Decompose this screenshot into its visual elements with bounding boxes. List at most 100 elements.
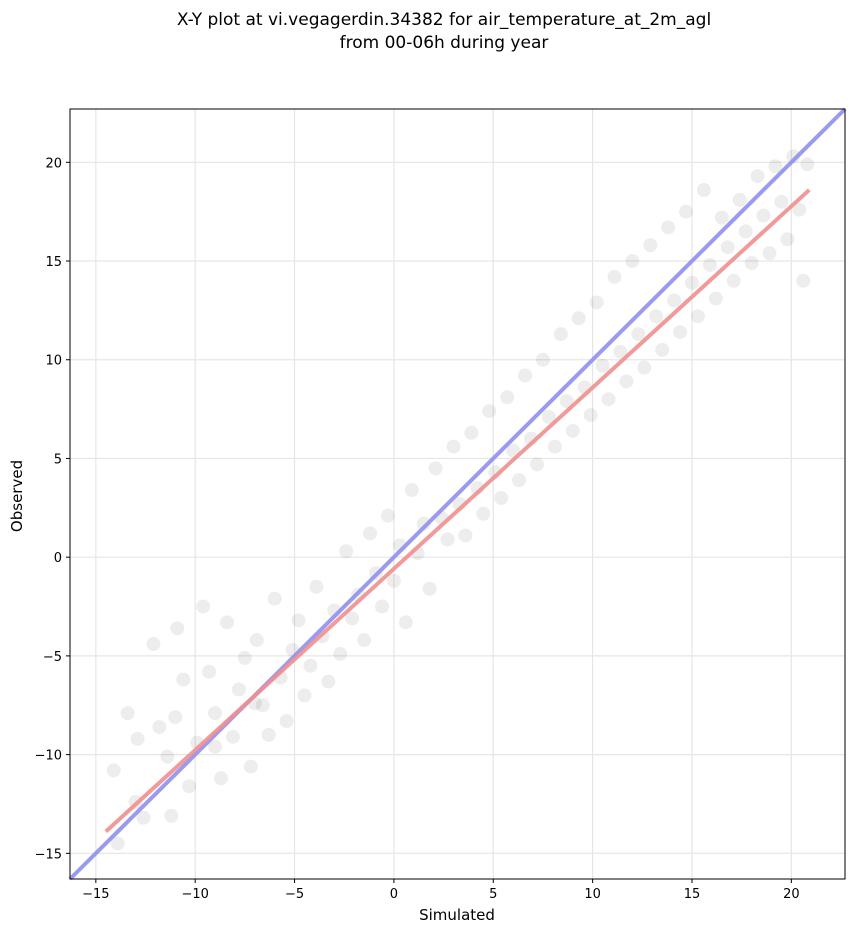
scatter-point — [800, 157, 815, 172]
scatter-point — [404, 483, 419, 498]
scatter-point — [714, 210, 729, 225]
scatter-point — [291, 613, 306, 628]
scatter-point — [708, 291, 723, 306]
scatter-point — [168, 710, 183, 725]
scatter-point — [494, 490, 509, 505]
scatter-point — [416, 516, 431, 531]
one-to-one-line — [68, 107, 847, 881]
scatter-point — [363, 526, 378, 541]
scatter-point — [237, 650, 252, 665]
x-tick-label: 15 — [684, 887, 701, 902]
y-axis-label: Observed — [8, 460, 26, 532]
y-tick-label: 5 — [54, 452, 62, 467]
scatter-point — [756, 208, 771, 223]
scatter-point — [518, 368, 533, 383]
x-tick-label: 20 — [783, 887, 800, 902]
scatter-point — [673, 325, 688, 340]
chart-title-line1: X-Y plot at vi.vegagerdin.34382 for air_… — [177, 10, 711, 30]
scatter-point — [476, 506, 491, 521]
scatter-point — [631, 327, 646, 342]
scatter-point — [559, 394, 574, 409]
scatter-point — [333, 646, 348, 661]
scatter-point — [768, 159, 783, 174]
y-tick-label: 20 — [45, 156, 62, 171]
y-tick-label: −15 — [35, 847, 62, 862]
scatter-point — [702, 257, 717, 272]
scatter-point — [196, 599, 211, 614]
scatter-point — [667, 293, 682, 308]
y-tick-label: 10 — [45, 354, 62, 369]
x-tick-label: −10 — [181, 887, 208, 902]
scatter-point — [339, 544, 354, 559]
scatter-point — [529, 457, 544, 472]
scatter-point — [595, 358, 610, 373]
scatter-point — [762, 246, 777, 261]
scatter-point — [637, 360, 652, 375]
scatter-point — [231, 682, 246, 697]
scatter-point — [732, 192, 747, 207]
scatter-point — [321, 674, 336, 689]
scatter-point — [309, 579, 324, 594]
scatter-point — [249, 633, 264, 648]
axis-ticks: −15 −10 −5 0 5 10 15 20 −15 −10 −5 0 5 10 15 20 — [35, 156, 800, 902]
scatter-point — [428, 461, 443, 476]
chart-title-line2: from 00-06h during year — [340, 33, 549, 53]
scatter-point — [160, 749, 175, 764]
scatter-point — [547, 439, 562, 454]
y-tick-label: −10 — [35, 749, 62, 764]
scatter-point — [512, 473, 527, 488]
scatter-points — [106, 149, 815, 851]
scatter-point — [796, 273, 811, 288]
x-axis-label: Simulated — [419, 906, 495, 924]
scatter-point — [110, 836, 125, 851]
scatter-point — [774, 194, 789, 209]
scatter-point — [345, 611, 360, 626]
x-tick-label: 10 — [584, 887, 601, 902]
scatter-point — [720, 240, 735, 255]
scatter-point — [440, 532, 455, 547]
scatter-point — [643, 238, 658, 253]
scatter-point — [535, 352, 550, 367]
plot-frame — [69, 108, 846, 880]
scatter-point — [661, 220, 676, 235]
scatter-point — [571, 311, 586, 326]
scatter-point — [106, 763, 121, 778]
scatter-point — [506, 443, 521, 458]
y-tick-label: 0 — [54, 551, 62, 566]
scatter-point — [613, 344, 628, 359]
scatter-point — [152, 719, 167, 734]
x-tick-label: 0 — [390, 887, 398, 902]
scatter-point — [750, 169, 765, 184]
scatter-point — [267, 591, 282, 606]
scatter-point — [625, 254, 640, 269]
scatter-point — [170, 621, 185, 636]
y-tick-label: −5 — [43, 650, 62, 665]
x-tick-label: 5 — [489, 887, 497, 902]
scatter-point — [279, 714, 294, 729]
scatter-point — [464, 425, 479, 440]
scatter-point — [255, 698, 270, 713]
scatter-point — [297, 688, 312, 703]
scatter-point — [684, 275, 699, 290]
scatter-point — [164, 808, 179, 823]
scatter-point — [541, 410, 556, 424]
scatter-point — [214, 771, 229, 786]
scatter-point — [607, 269, 622, 284]
scatter-point — [553, 327, 568, 342]
scatter-point — [130, 731, 145, 746]
scatter-point — [744, 256, 759, 270]
regression-fit-line — [104, 188, 811, 834]
scatter-point — [202, 664, 217, 679]
scatter-point — [120, 706, 135, 721]
scatter-point — [374, 599, 389, 614]
scatter-point — [219, 615, 234, 630]
y-tick-label: 15 — [45, 255, 62, 270]
scatter-point — [589, 295, 604, 310]
scatter-point — [786, 149, 801, 164]
scatter-point — [565, 423, 580, 438]
scatter-point — [458, 528, 473, 543]
scatter-point — [146, 637, 161, 652]
scatter-point — [398, 615, 413, 630]
scatter-point — [446, 439, 461, 454]
